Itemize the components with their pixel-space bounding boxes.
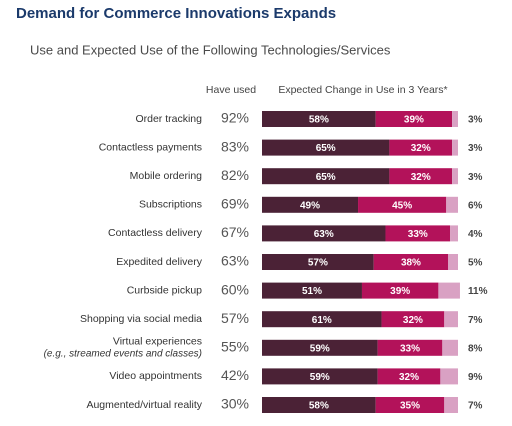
chart-title: Demand for Commerce Innovations Expands (16, 5, 336, 22)
bar-segment (262, 225, 386, 242)
category-label: Augmented/virtual reality (86, 399, 202, 411)
bar-value-label: 59% (310, 343, 330, 354)
category-label: Contactless payments (99, 141, 202, 153)
bar-value-label: 3% (468, 115, 483, 126)
bar-segment (373, 254, 449, 270)
bar-segment (262, 282, 362, 299)
category-label: Virtual experiences (113, 336, 202, 348)
have-used-value: 63% (221, 253, 249, 269)
category-label: Shopping via social media (80, 313, 202, 325)
column-header: Have used (206, 84, 256, 96)
bar-segment (375, 111, 453, 127)
bar-segment (361, 282, 439, 299)
bar-value-label: 32% (403, 315, 423, 326)
bar-segment (448, 254, 458, 270)
bar-segment (442, 339, 458, 356)
bar-value-label: 45% (392, 200, 412, 211)
bar-value-label: 3% (468, 172, 483, 183)
bar-segment (377, 339, 443, 356)
bar-value-label: 33% (400, 343, 420, 354)
have-used-value: 55% (221, 339, 249, 355)
bar-value-label: 9% (468, 372, 483, 383)
have-used-value: 83% (221, 138, 249, 154)
bar-segment (262, 111, 376, 127)
bar-value-label: 65% (316, 143, 336, 154)
bar-value-label: 11% (468, 286, 488, 297)
bar-value-label: 58% (309, 115, 329, 126)
bar-value-label: 58% (309, 401, 329, 412)
bar-segment (262, 196, 359, 213)
have-used-value: 30% (221, 396, 249, 412)
bar-value-label: 59% (310, 372, 330, 383)
bar-segment (438, 282, 460, 299)
bar-segment (262, 254, 374, 270)
bar-segment (262, 368, 378, 385)
bar-segment (389, 139, 453, 156)
have-used-value: 42% (221, 367, 249, 383)
bar-value-label: 39% (404, 115, 424, 126)
bar-segment (377, 368, 441, 385)
have-used-value: 67% (221, 224, 249, 240)
category-label: Video appointments (109, 370, 202, 382)
bar-value-label: 51% (302, 286, 322, 297)
bar-segment (440, 368, 458, 385)
bar-value-label: 63% (314, 229, 334, 240)
bar-segment (358, 196, 447, 213)
bar-segment (262, 339, 378, 356)
bar-segment (262, 311, 382, 328)
bar-value-label: 35% (400, 401, 420, 412)
bar-value-label: 4% (468, 229, 483, 240)
bar-segment (452, 168, 458, 185)
category-label: Mobile ordering (130, 170, 203, 182)
bar-value-label: 3% (468, 143, 483, 154)
bar-segment (375, 397, 445, 413)
bar-segment (262, 139, 390, 156)
have-used-value: 92% (221, 110, 249, 126)
have-used-value: 69% (221, 196, 249, 212)
bar-segment (452, 111, 458, 127)
bar-value-label: 7% (468, 401, 483, 412)
category-label: Order tracking (135, 113, 202, 125)
bar-value-label: 65% (316, 172, 336, 183)
bar-segment (385, 225, 451, 242)
bar-value-label: 5% (468, 258, 483, 269)
bar-value-label: 7% (468, 315, 483, 326)
category-label: Expedited delivery (116, 256, 203, 268)
bar-value-label: 32% (411, 172, 431, 183)
category-label: Curbside pickup (127, 284, 202, 296)
bar-value-label: 32% (399, 372, 419, 383)
bar-value-label: 8% (468, 343, 483, 354)
bar-segment (446, 196, 458, 213)
bar-segment (444, 311, 458, 328)
bar-segment (452, 139, 458, 156)
bar-value-label: 57% (308, 258, 328, 269)
bar-segment (389, 168, 453, 185)
bar-value-label: 38% (401, 258, 421, 269)
have-used-value: 57% (221, 310, 249, 326)
column-header: Expected Change in Use in 3 Years* (278, 84, 447, 96)
category-label: Contactless delivery (108, 227, 203, 239)
bar-value-label: 33% (408, 229, 428, 240)
bar-segment (450, 225, 458, 242)
bar-segment (444, 397, 458, 413)
bar-value-label: 61% (312, 315, 332, 326)
chart-subtitle: Use and Expected Use of the Following Te… (30, 42, 391, 57)
bar-value-label: 32% (411, 143, 431, 154)
bar-segment (381, 311, 445, 328)
bar-segment (262, 397, 376, 413)
bar-segment (262, 168, 390, 185)
bar-value-label: 6% (468, 200, 483, 211)
bar-value-label: 39% (390, 286, 410, 297)
have-used-value: 82% (221, 167, 249, 183)
have-used-value: 60% (221, 281, 249, 297)
category-note: (e.g., streamed events and classes) (44, 348, 202, 359)
category-label: Subscriptions (139, 199, 202, 211)
bar-value-label: 49% (300, 200, 320, 211)
